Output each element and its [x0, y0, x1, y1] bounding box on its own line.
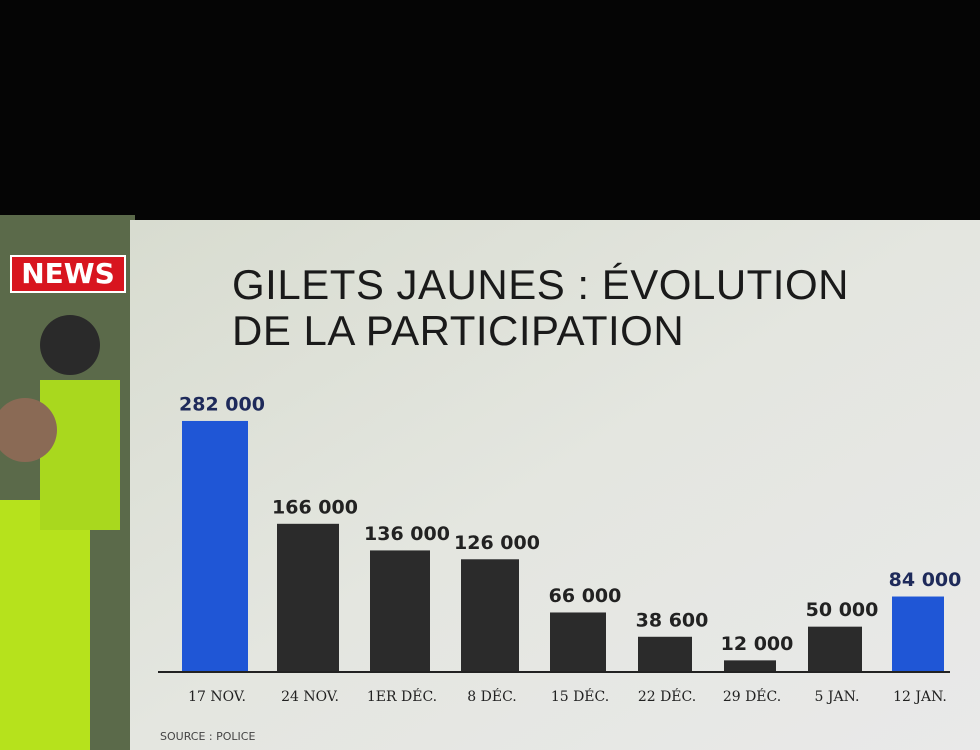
x-tick-label: 15 DÉC. — [551, 687, 609, 705]
value-label: 126 000 — [454, 532, 540, 554]
source: SOURCE : POLICE — [160, 730, 255, 743]
x-tick-label: 5 JAN. — [815, 689, 860, 705]
bar — [182, 420, 248, 671]
x-tick-label: 17 NOV. — [188, 689, 246, 705]
bar — [724, 660, 776, 671]
value-label: 38 600 — [636, 609, 709, 631]
bar — [461, 559, 519, 671]
x-tick-label: 29 DÉC. — [723, 687, 781, 705]
vest — [40, 380, 120, 530]
bar — [892, 596, 944, 671]
channel-logo: NEWS — [10, 255, 126, 293]
bar — [808, 626, 862, 671]
value-label: 282 000 — [179, 393, 265, 415]
bar — [370, 550, 430, 671]
value-label: 84 000 — [889, 569, 962, 591]
value-label: 136 000 — [364, 523, 450, 545]
value-label: 66 000 — [549, 585, 622, 607]
x-tick-label: 8 DÉC. — [467, 687, 516, 705]
x-tick-label: 24 NOV. — [281, 689, 339, 705]
x-tick-label: 22 DÉC. — [638, 687, 696, 705]
value-label: 50 000 — [806, 599, 879, 621]
head — [40, 315, 100, 375]
x-tick-label: 1ER DÉC. — [367, 687, 437, 705]
bar — [277, 523, 339, 671]
chart-title: GILETS JAUNES : ÉVOLUTION DE LA PARTICIP… — [232, 261, 849, 354]
bar — [638, 636, 692, 671]
value-label: 166 000 — [272, 496, 358, 518]
x-tick-label: 12 JAN. — [893, 689, 947, 705]
vest — [0, 500, 90, 750]
bar — [550, 612, 606, 671]
head — [0, 398, 57, 462]
value-label: 12 000 — [721, 633, 794, 655]
